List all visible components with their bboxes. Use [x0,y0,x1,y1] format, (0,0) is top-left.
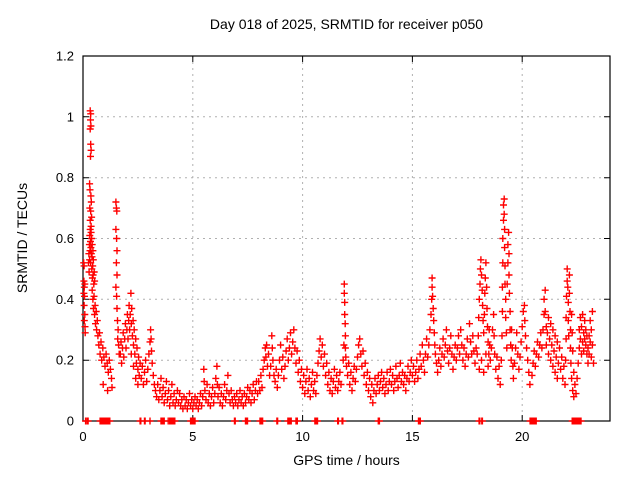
x-axis-label: GPS time / hours [293,452,400,468]
y-tick-label: 0 [67,414,74,429]
y-axis-label: SRMTID / TECUs [14,182,30,294]
y-tick-label: 0.2 [56,353,74,368]
y-tick-label: 0.4 [56,292,74,307]
y-tick-label: 0.8 [56,170,74,185]
x-tick-label: 20 [515,429,529,444]
y-tick-label: 0.6 [56,231,74,246]
y-tick-label: 1.2 [56,49,74,64]
x-tick-label: 0 [79,429,86,444]
y-tick-label: 1 [67,109,74,124]
x-tick-label: 15 [405,429,419,444]
plot-border [82,55,611,422]
data-points [80,107,597,425]
chart-title: Day 018 of 2025, SRMTID for receiver p05… [209,16,484,32]
gridlines [83,56,610,421]
x-tick-label: 5 [189,429,196,444]
x-tick-label: 10 [295,429,309,444]
